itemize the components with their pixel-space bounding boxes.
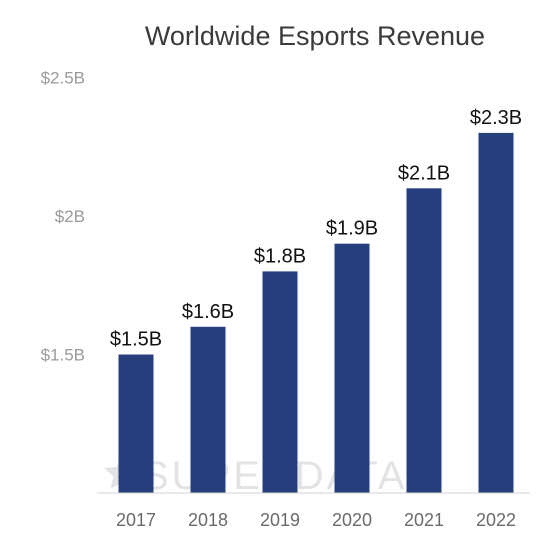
data-label: $1.5B (110, 329, 162, 351)
data-label: $2.1B (398, 162, 450, 184)
y-tick-label: $1.5B (41, 346, 85, 365)
bar-2022 (478, 132, 514, 493)
data-labels: $1.5B $1.6B $1.8B $1.9B $2.1B $2.3B (110, 107, 522, 351)
x-tick-label: 2017 (116, 510, 156, 530)
y-tick-label: $2B (55, 207, 85, 226)
x-tick-label: 2022 (476, 510, 516, 530)
bar-2018 (190, 326, 226, 493)
bar-2019 (262, 271, 298, 493)
data-label: $2.3B (470, 107, 522, 129)
bars (118, 132, 514, 494)
x-tick-label: 2021 (404, 510, 444, 530)
bar-2021 (406, 188, 442, 494)
chart-title: Worldwide Esports Revenue (145, 21, 485, 51)
x-tick-label: 2018 (188, 510, 228, 530)
x-tick-label: 2019 (260, 510, 300, 530)
y-tick-label: $2.5B (41, 69, 85, 88)
y-axis: $1.5B $2B $2.5B (41, 69, 85, 365)
data-label: $1.8B (254, 245, 306, 267)
bar-2020 (334, 243, 370, 493)
data-label: $1.9B (326, 218, 378, 240)
data-label: $1.6B (182, 301, 234, 323)
x-axis: 2017 2018 2019 2020 2021 2022 (116, 510, 516, 530)
x-tick-label: 2020 (332, 510, 372, 530)
bar-2017 (118, 354, 154, 493)
